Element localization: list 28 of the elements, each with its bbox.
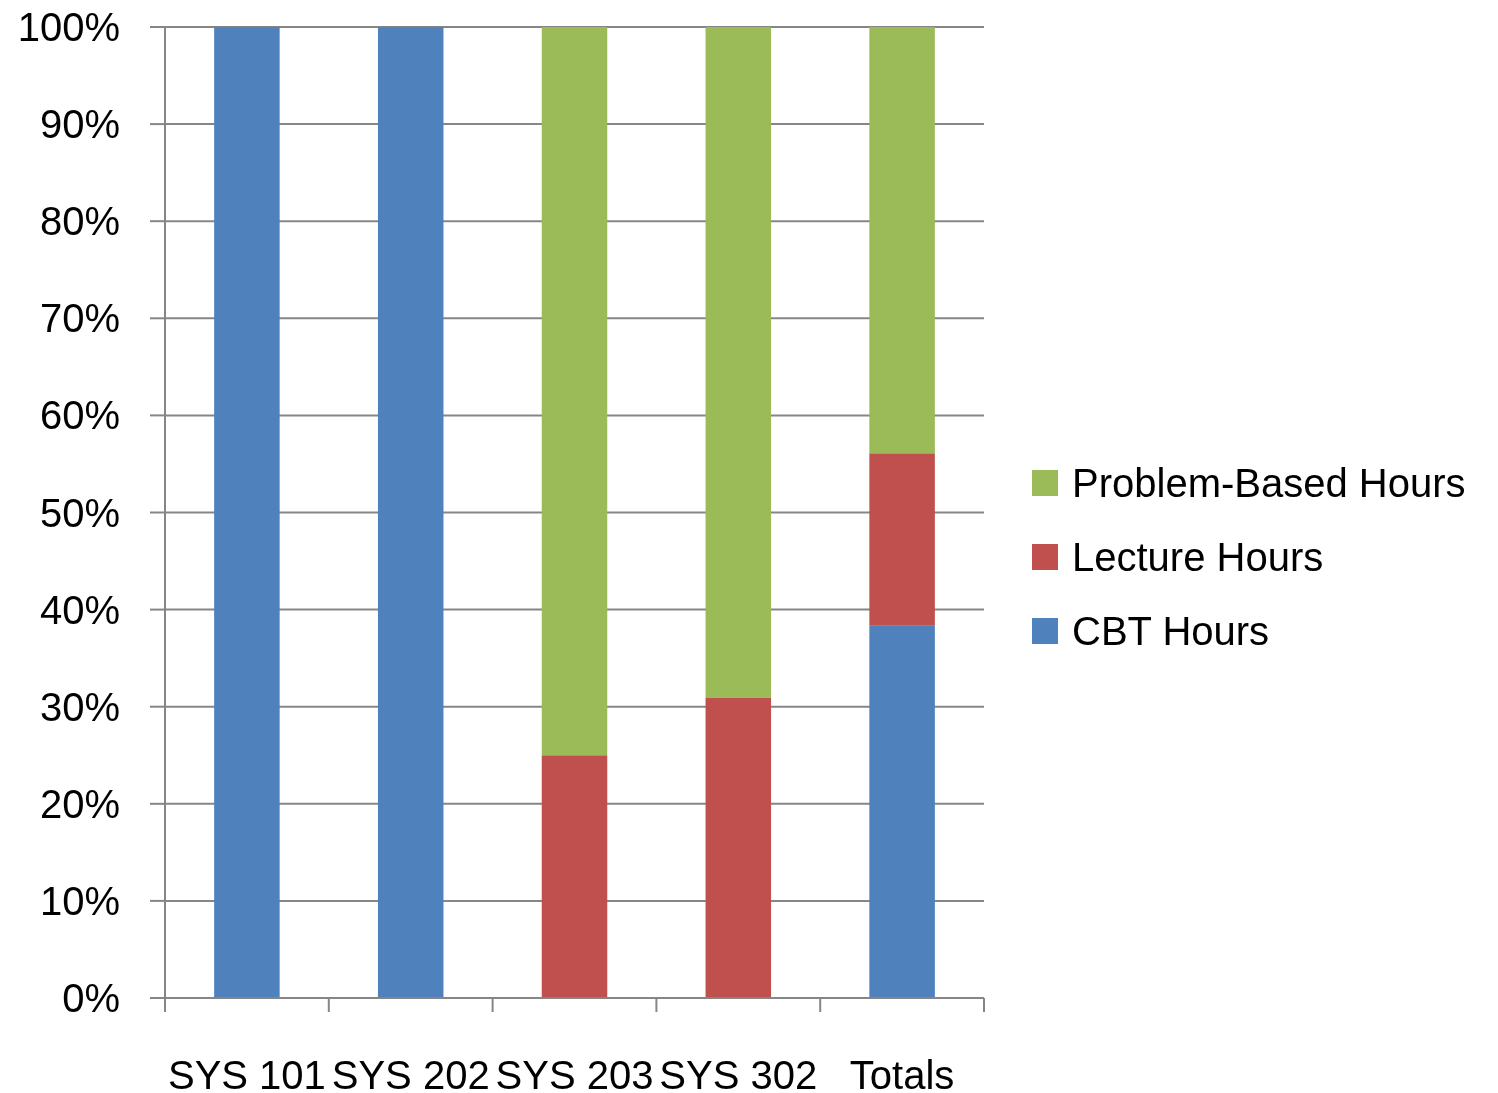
y-tick-label: 0% [62,976,120,1020]
y-tick-label: 40% [39,587,120,632]
bar [869,453,935,626]
y-tick-label: 80% [39,199,120,244]
bar [869,27,935,454]
y-tick-label: 70% [39,296,120,341]
y-tick-label: 100% [17,5,120,49]
bar [869,625,935,998]
bar [377,27,444,998]
x-tick-label: SYS 302 [659,1053,818,1093]
legend-label: CBT Hours [1072,609,1270,653]
x-tick-label: SYS 101 [167,1053,326,1093]
y-tick-label: 90% [39,102,120,147]
x-tick-label: SYS 202 [331,1053,490,1093]
y-tick-label: 50% [39,490,120,535]
y-tick-label: 30% [39,684,120,729]
bar [214,27,280,998]
x-tick-label: SYS 203 [495,1053,654,1093]
bar [541,27,608,756]
legend-label: Problem-Based Hours [1072,461,1466,505]
y-tick-label: 20% [39,781,120,826]
bar [541,755,608,998]
bar [705,27,772,698]
bar [705,697,772,998]
x-tick-label: Totals [849,1053,955,1093]
y-tick-label: 10% [39,878,120,923]
legend-label: Lecture Hours [1072,535,1324,579]
y-tick-label: 60% [39,393,120,438]
